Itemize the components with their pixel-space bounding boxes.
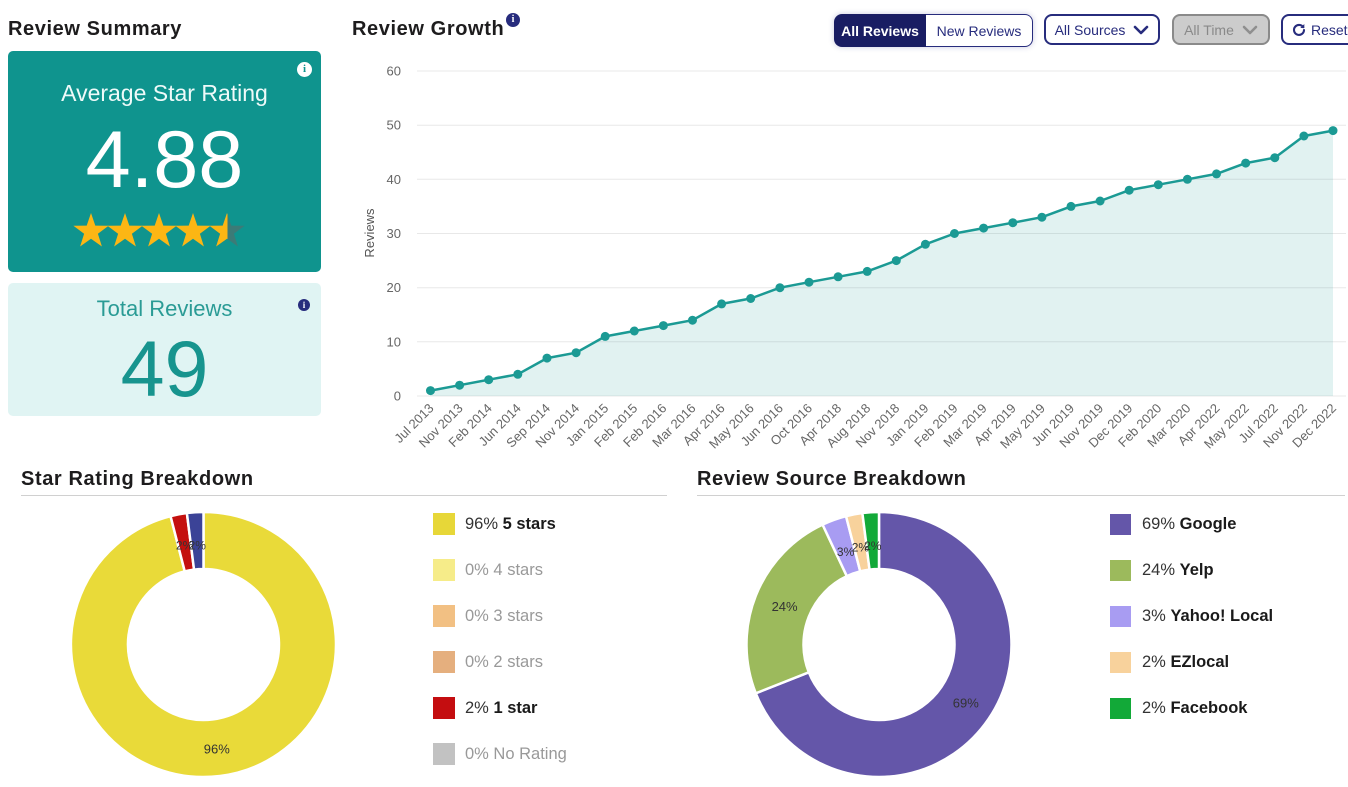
svg-text:2%: 2%: [176, 538, 194, 552]
svg-text:3%: 3%: [837, 545, 855, 559]
svg-text:2%: 2%: [864, 539, 882, 553]
svg-text:0: 0: [394, 389, 401, 404]
svg-text:96%: 96%: [204, 742, 230, 757]
svg-text:20: 20: [387, 280, 401, 295]
svg-text:50: 50: [387, 118, 401, 133]
svg-text:10: 10: [387, 334, 401, 349]
svg-text:60: 60: [387, 64, 401, 79]
svg-text:2%: 2%: [852, 540, 870, 554]
svg-text:40: 40: [387, 172, 401, 187]
svg-text:Reviews: Reviews: [362, 208, 377, 258]
svg-text:2%: 2%: [189, 539, 207, 553]
svg-text:30: 30: [387, 226, 401, 241]
svg-text:69%: 69%: [953, 696, 979, 711]
svg-text:24%: 24%: [772, 599, 798, 614]
